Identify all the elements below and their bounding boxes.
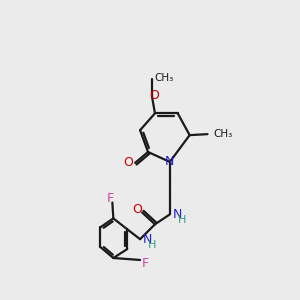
Text: F: F — [107, 192, 114, 205]
Text: O: O — [132, 203, 142, 216]
Text: N: N — [165, 155, 175, 168]
Text: O: O — [123, 156, 133, 170]
Text: N: N — [173, 208, 182, 221]
Text: F: F — [142, 257, 148, 270]
Text: CH₃: CH₃ — [154, 73, 173, 83]
Text: O: O — [149, 89, 159, 102]
Text: N: N — [143, 233, 152, 246]
Text: CH₃: CH₃ — [213, 129, 233, 139]
Text: H: H — [178, 215, 186, 225]
Text: H: H — [148, 240, 156, 250]
